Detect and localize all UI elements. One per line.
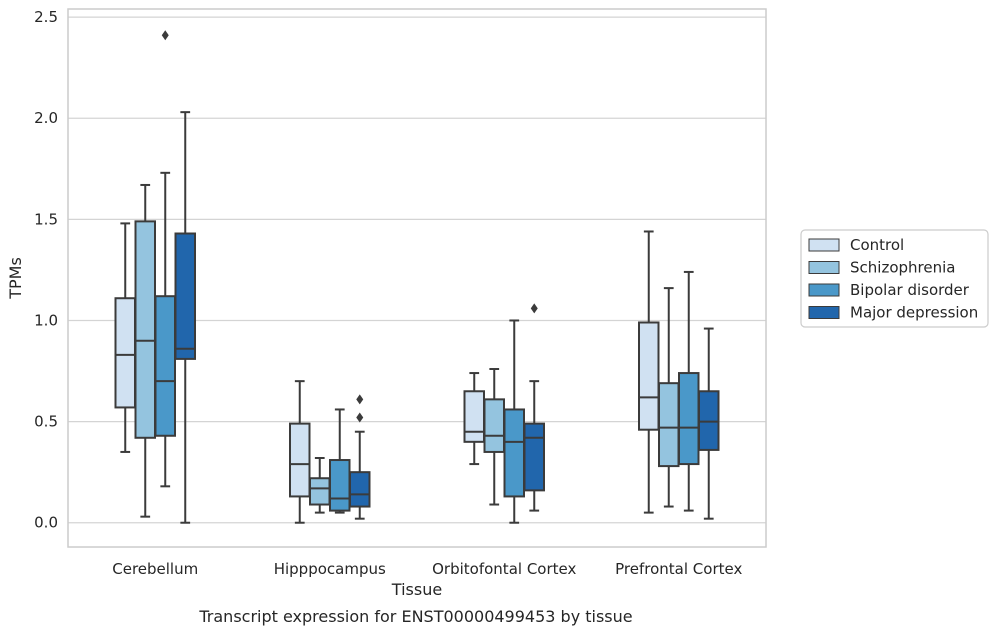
y-tick-label: 2.0 (34, 109, 58, 127)
figure-caption: Transcript expression for ENST0000049945… (198, 607, 632, 626)
box (289, 422, 311, 498)
y-tick-label: 1.5 (34, 210, 58, 228)
box (463, 390, 485, 443)
box (523, 422, 545, 492)
legend-label: Schizophrenia (850, 259, 955, 277)
y-tick-label: 0.0 (34, 514, 58, 532)
legend-swatch (808, 238, 840, 252)
series-control (114, 222, 660, 524)
box (503, 408, 525, 498)
legend-swatch (808, 283, 840, 297)
box (678, 372, 700, 466)
x-tick-label: Hipppocampus (274, 560, 386, 578)
outlier-point (356, 412, 364, 423)
box (349, 471, 371, 508)
legend-frame (800, 229, 989, 328)
outlier-point (530, 303, 538, 314)
x-tick-labels: Cerebellum Hipppocampus Orbitofontal Corte… (112, 560, 742, 578)
y-tick-labels: 0.0 0.5 1.0 1.5 2.0 2.5 (34, 8, 58, 532)
series-bipolar-disorder (154, 30, 700, 524)
legend-label: Major depression (850, 304, 978, 322)
x-tick-label: Prefrontal Cortex (615, 560, 742, 578)
x-tick-label: Orbitofontal Cortex (432, 560, 576, 578)
box (134, 220, 156, 439)
box (309, 477, 331, 506)
legend-label: Control (850, 236, 904, 254)
legend[interactable]: Control Schizophrenia Bipolar disorder Majo… (800, 229, 989, 328)
series-schizophrenia (134, 183, 680, 518)
x-axis-title: Tissue (391, 580, 442, 599)
box (174, 232, 196, 360)
box (154, 295, 176, 437)
series-major-depression (174, 111, 720, 524)
outlier-point (356, 394, 364, 405)
box (638, 321, 660, 431)
legend-swatch (808, 306, 840, 319)
legend-swatch (808, 261, 840, 274)
legend-label: Bipolar disorder (850, 281, 970, 299)
box-series (114, 30, 720, 524)
y-tick-label: 0.5 (34, 413, 58, 431)
y-tick-label: 2.5 (34, 8, 58, 26)
y-tick-label: 1.0 (34, 311, 58, 329)
box (483, 398, 505, 453)
box (658, 382, 680, 468)
box (698, 390, 720, 451)
x-tick-label: Cerebellum (112, 560, 198, 578)
outlier-point (161, 30, 169, 41)
box (329, 459, 351, 512)
y-axis-title: TPMs (6, 257, 25, 300)
box (114, 297, 136, 409)
plot-frame (67, 8, 767, 548)
